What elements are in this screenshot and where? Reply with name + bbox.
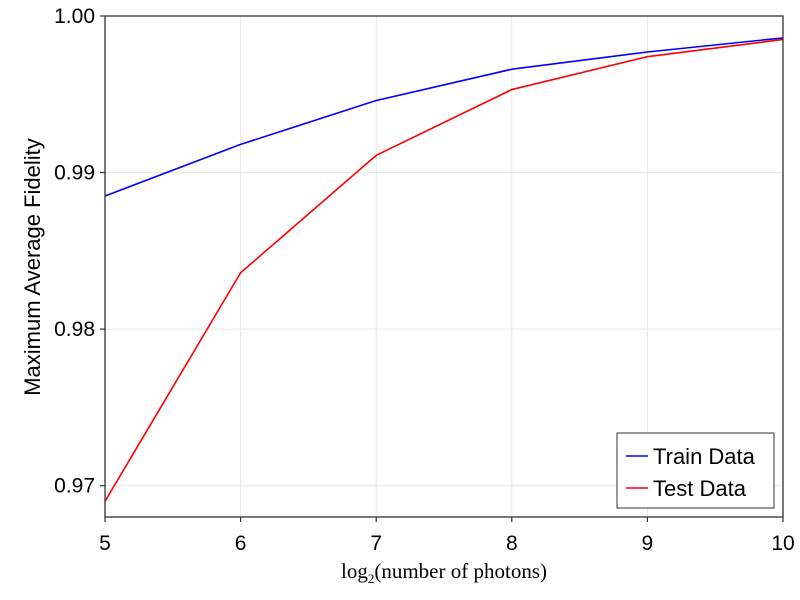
x-axis-label-suffix: (number of photons) [374, 559, 547, 583]
x-tick-label: 10 [771, 532, 794, 555]
x-axis-label-prefix: log [341, 559, 368, 583]
y-tick-label: 0.99 [54, 162, 95, 185]
series-line-test [104, 38, 784, 502]
series-layer [104, 37, 784, 502]
y-tick-label: 0.97 [54, 475, 95, 498]
y-tick-label: 1.00 [54, 5, 95, 28]
legend-label-train: Train Data [653, 444, 756, 469]
x-tick-label: 9 [642, 532, 654, 555]
axis-ticks: 5 6 7 8 9 10 0.97 0.98 0.99 1.00 [54, 5, 795, 555]
x-tick-label: 6 [235, 532, 247, 555]
legend-label-test: Test Data [653, 476, 747, 501]
x-tick-label: 8 [506, 532, 518, 555]
x-axis-label: log2(number of photons) [341, 559, 547, 586]
x-axis-label-subscript: 2 [368, 571, 375, 586]
x-tick-label: 7 [370, 532, 382, 555]
legend-box [616, 432, 775, 509]
plot-frame [104, 15, 784, 518]
y-axis-label: Maximum Average Fidelity [20, 138, 45, 396]
y-tick-label: 0.98 [54, 318, 95, 341]
x-tick-label: 5 [99, 532, 111, 555]
legend: Train Data Test Data [616, 432, 775, 509]
series-line-train [104, 37, 784, 197]
